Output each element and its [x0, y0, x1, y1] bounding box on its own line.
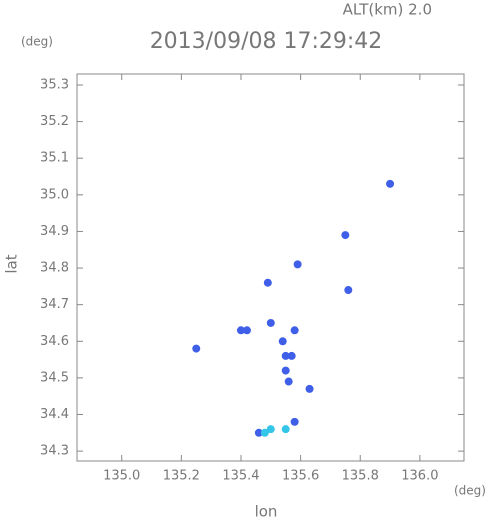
y-tick-label: 34.4 [40, 407, 69, 422]
echo-point [192, 344, 201, 353]
echo-point [344, 286, 353, 295]
echo-point [278, 337, 287, 346]
echo-point [281, 425, 290, 434]
chart-title: 2013/09/08 17:29:42 [150, 29, 383, 54]
echo-point [254, 428, 263, 437]
x-tick-label: 135.4 [222, 469, 259, 484]
x-axis-label: lon [255, 503, 278, 521]
y-tick-label: 35.3 [40, 77, 69, 92]
y-tick-label: 34.9 [40, 224, 69, 239]
echo-point [281, 351, 290, 360]
echo-point [287, 351, 296, 360]
x-tick-label: 135.8 [342, 469, 379, 484]
echo-point [293, 260, 302, 269]
y-tick-label: 35.2 [40, 114, 69, 129]
echo-point [290, 326, 299, 335]
plot-frame [76, 73, 465, 462]
echo-point [305, 384, 314, 393]
echo-point [284, 377, 293, 386]
echo-point [386, 179, 395, 188]
y-tick-label: 35.0 [40, 187, 69, 202]
y-unit: (deg) [21, 35, 53, 49]
y-tick-label: 34.5 [40, 370, 69, 385]
y-axis-label: lat [3, 254, 21, 273]
y-tick-label: 34.8 [40, 261, 69, 276]
echo-point [341, 231, 350, 240]
x-unit: (deg) [454, 484, 486, 498]
y-tick-label: 34.3 [40, 444, 69, 459]
y-tick-label: 34.6 [40, 334, 69, 349]
x-tick-label: 136.0 [401, 469, 438, 484]
echo-point [236, 326, 245, 335]
echo-point [266, 425, 275, 434]
x-tick-label: 135.2 [163, 469, 200, 484]
echo-point [290, 417, 299, 426]
echo-point [260, 428, 269, 437]
echo-point [263, 278, 272, 287]
altitude-label: ALT(km) 2.0 [343, 1, 432, 19]
y-tick-label: 34.7 [40, 297, 69, 312]
x-tick-label: 135.6 [282, 469, 319, 484]
echo-point [281, 366, 290, 375]
x-tick-label: 135.0 [103, 469, 140, 484]
echo-point [266, 318, 275, 327]
y-tick-label: 35.1 [40, 151, 69, 166]
echo-point [242, 326, 251, 335]
